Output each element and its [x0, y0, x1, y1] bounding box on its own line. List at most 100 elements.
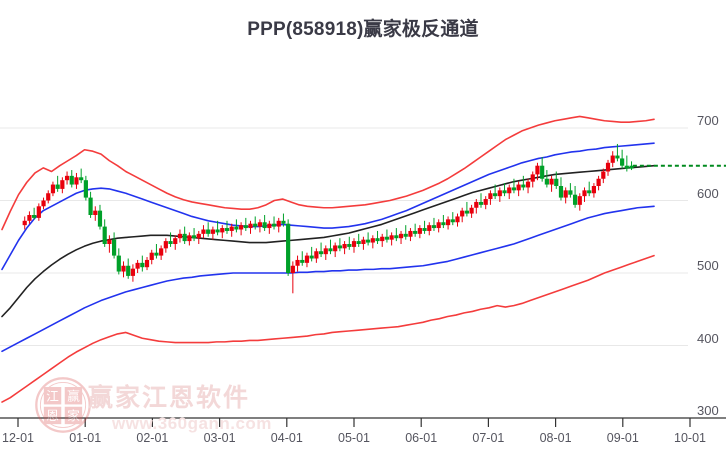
candle-body: [300, 259, 305, 263]
candle-body: [248, 223, 253, 229]
candle-body: [168, 241, 173, 244]
candle-body: [64, 175, 70, 181]
band-line-midline: [1, 164, 655, 318]
candle-body: [596, 178, 601, 186]
x-axis-tick-label: 08-01: [539, 431, 572, 445]
candle-body: [347, 244, 352, 247]
candle-body: [140, 262, 145, 268]
band-line-outer_lower_band: [1, 254, 655, 403]
candle-body: [22, 220, 27, 226]
candle-body: [441, 222, 446, 226]
candle-body: [431, 225, 437, 229]
candle-body: [46, 193, 51, 201]
candle-body: [102, 226, 107, 244]
candle-body: [615, 155, 620, 159]
candle-body: [187, 235, 192, 242]
candle-body: [605, 162, 611, 172]
candle-body: [276, 220, 281, 227]
candle-body: [408, 230, 413, 237]
candle-body: [544, 178, 549, 185]
candle-body: [572, 194, 578, 205]
candle-body: [337, 245, 342, 249]
x-axis-tick-label: 02-01: [136, 431, 169, 445]
candle-body: [286, 223, 291, 273]
candle-body: [417, 228, 422, 234]
y-axis-tick-label: 300: [697, 403, 719, 418]
candles-group: [22, 143, 634, 294]
x-axis-tick-label: 07-01: [472, 431, 505, 445]
candle-body: [314, 251, 319, 259]
candle-body: [601, 171, 606, 179]
candle-body: [27, 215, 32, 221]
candle-body: [361, 239, 366, 244]
candle-body: [384, 236, 390, 240]
candle-body: [83, 180, 88, 198]
candle-body: [389, 235, 394, 240]
candle-body: [413, 230, 418, 234]
candle-body: [93, 210, 98, 215]
candle-body: [568, 190, 573, 195]
candle-body: [309, 255, 314, 259]
candle-body: [55, 184, 60, 189]
band-line-outer_upper_band: [1, 115, 655, 231]
candle-body: [582, 190, 587, 197]
candle-body: [144, 259, 150, 268]
y-axis-tick-label: 500: [697, 258, 719, 273]
candle-body: [121, 265, 126, 272]
candle-body: [210, 229, 215, 234]
band-line-inner_upper_band: [1, 142, 655, 271]
candle-body: [577, 196, 582, 205]
candle-body: [591, 186, 596, 194]
y-axis-tick-label: 700: [697, 113, 719, 128]
candle-body: [32, 215, 37, 218]
candle-body: [422, 228, 427, 231]
candle-body: [215, 229, 220, 233]
candle-body: [267, 223, 272, 229]
candle-body: [220, 228, 225, 233]
candle-body: [196, 233, 201, 239]
x-axis-tick-label: 10-01: [674, 431, 706, 445]
candle-body: [554, 178, 559, 186]
candle-body: [398, 233, 404, 239]
y-axis-tick-label: 400: [697, 330, 719, 346]
candle-body: [154, 252, 159, 256]
candle-body: [201, 229, 206, 234]
candle-body: [380, 236, 385, 242]
x-axis-tick-label: 12-01: [2, 431, 34, 445]
candle-body: [107, 239, 112, 244]
candle-body: [234, 226, 239, 230]
x-axis-tick-label: 01-01: [69, 431, 102, 445]
x-axis-tick-label: 04-01: [270, 431, 303, 445]
candle-body: [375, 238, 380, 242]
candle-body: [478, 201, 484, 205]
axis-group: [0, 417, 726, 427]
candle-body: [135, 262, 140, 269]
candle-body: [126, 265, 131, 276]
candle-body: [460, 210, 465, 217]
band-line-inner_lower_band: [1, 205, 655, 353]
candle-body: [229, 226, 234, 231]
candle-body: [474, 201, 479, 208]
candle-body: [427, 225, 432, 231]
x-axis-tick-label: 09-01: [606, 431, 639, 445]
candle-body: [563, 190, 568, 198]
x-axis-tick-label: 03-01: [203, 431, 236, 445]
candle-body: [262, 222, 267, 229]
candle-body: [281, 220, 286, 224]
candle-body: [483, 199, 488, 205]
candle-body: [488, 193, 493, 200]
candle-body: [50, 184, 56, 194]
candle-body: [159, 248, 164, 256]
candle-body: [318, 251, 324, 255]
candle-body: [525, 181, 531, 188]
candle-body: [206, 229, 211, 234]
candle-body: [149, 252, 154, 260]
candle-body: [436, 222, 441, 229]
x-axis-tick-label: 06-01: [405, 431, 438, 445]
candle-body: [323, 248, 328, 255]
candle-body: [366, 239, 371, 243]
page-title: PPP(858918)赢家极反通道: [247, 19, 479, 40]
candle-body: [516, 184, 521, 191]
candle-body: [535, 165, 540, 175]
